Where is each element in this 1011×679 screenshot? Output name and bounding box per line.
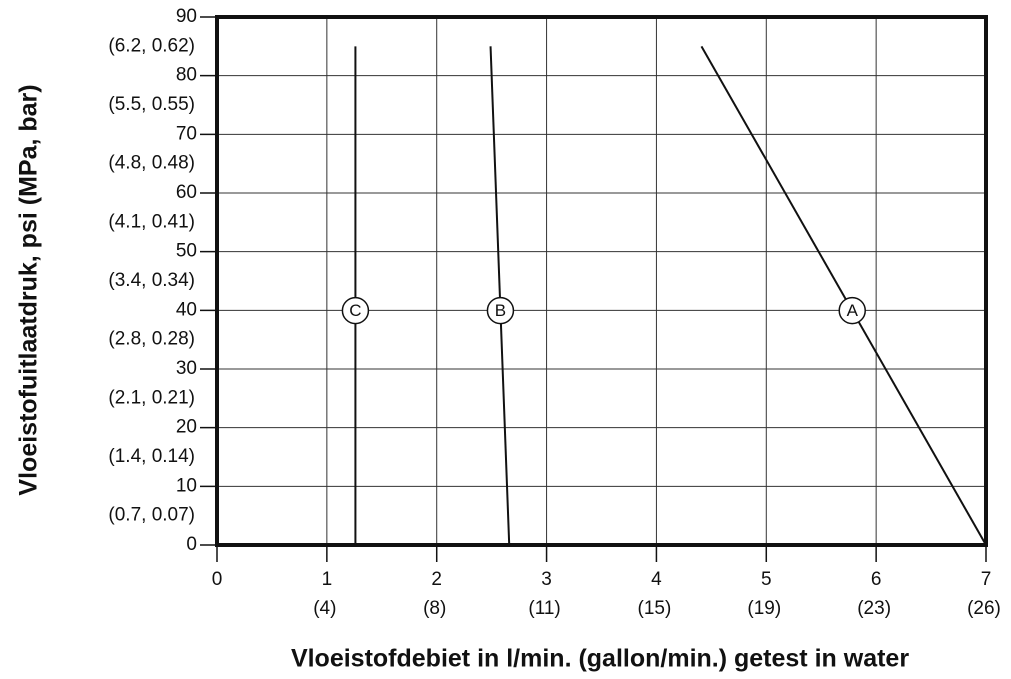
- y-tick-label: 70: [176, 123, 197, 144]
- x-axis-title: Vloeistofdebiet in l/min. (gallon/min.) …: [291, 645, 909, 673]
- x-tick-label: 0: [212, 569, 223, 590]
- y-tick-sublabel: (0.7, 0.07): [108, 505, 195, 526]
- y-tick-label: 20: [176, 417, 197, 438]
- x-tick-sublabel: (8): [423, 598, 446, 619]
- y-tick-sublabel: (2.1, 0.21): [108, 387, 195, 408]
- x-tick-sublabel: (26): [967, 598, 1001, 619]
- y-tick-sublabel: (4.8, 0.48): [108, 153, 195, 174]
- series-label: B: [495, 301, 506, 320]
- x-tick-label: 3: [541, 569, 552, 590]
- x-tick-label: 6: [871, 569, 882, 590]
- x-tick-label: 4: [651, 569, 662, 590]
- y-tick-sublabel: (4.1, 0.41): [108, 211, 195, 232]
- x-tick-label: 7: [981, 569, 992, 590]
- line: [700, 45, 987, 546]
- x-tick-sublabel: (23): [857, 598, 891, 619]
- x-tick-sublabel: (19): [747, 598, 781, 619]
- x-tick-sublabel: (11): [528, 598, 560, 619]
- y-tick-sublabel: (6.2, 0.62): [108, 35, 195, 56]
- series-label: A: [847, 301, 859, 320]
- x-tick-label: 2: [431, 569, 442, 590]
- y-tick-label: 60: [176, 182, 197, 203]
- series-label-circle: [838, 296, 866, 325]
- y-axis-title: Vloeistofuitlaatdruk, psi (MPa, bar): [15, 84, 43, 495]
- y-tick-label: 80: [176, 65, 197, 86]
- y-tick-label: 50: [176, 241, 197, 262]
- x-tick-label: 5: [761, 569, 772, 590]
- y-tick-label: 30: [176, 358, 197, 379]
- plot-frame: [215, 15, 988, 547]
- y-tick-label: 0: [186, 534, 197, 555]
- y-tick-sublabel: (2.8, 0.28): [108, 329, 195, 350]
- y-tick-sublabel: (5.5, 0.55): [108, 94, 195, 115]
- x-tick-sublabel: (15): [638, 598, 672, 619]
- y-tick-label: 90: [176, 6, 197, 27]
- y-tick-label: 40: [176, 299, 197, 320]
- series-label: C: [349, 301, 361, 320]
- y-tick-sublabel: (1.4, 0.14): [108, 446, 195, 467]
- y-tick-sublabel: (3.4, 0.34): [108, 270, 195, 291]
- series-label-circle: [341, 296, 370, 325]
- x-tick-sublabel: (4): [313, 598, 336, 619]
- line: [489, 46, 511, 546]
- series-label-circle: [486, 296, 515, 325]
- y-tick-label: 10: [176, 475, 197, 496]
- x-tick-label: 1: [322, 569, 333, 590]
